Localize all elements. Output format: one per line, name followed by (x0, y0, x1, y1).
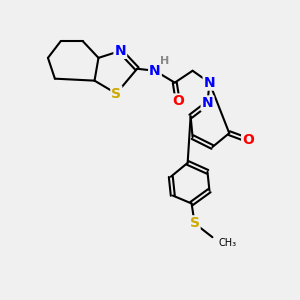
Text: N: N (115, 44, 126, 58)
Text: N: N (204, 76, 215, 90)
Text: O: O (242, 133, 254, 147)
Text: N: N (202, 96, 213, 110)
Text: CH₃: CH₃ (218, 238, 236, 248)
Text: O: O (172, 94, 184, 109)
Text: S: S (190, 216, 200, 230)
Text: H: H (160, 56, 170, 66)
Text: N: N (149, 64, 161, 78)
Text: S: S (111, 86, 121, 100)
